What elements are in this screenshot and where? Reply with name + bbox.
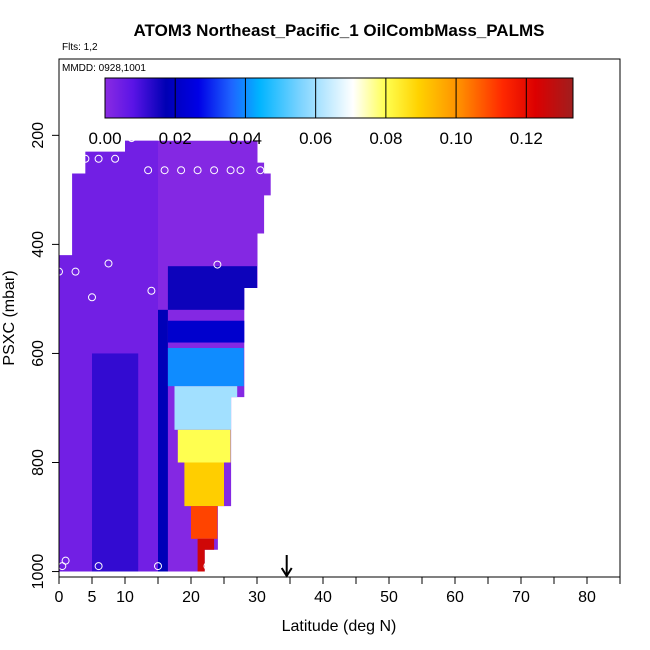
sample-point [203,562,212,571]
colorbar-tick-label: 0.08 [369,129,402,148]
colorbar-tick-label: 0.00 [88,129,121,148]
plot-frame [58,58,621,578]
sample-point [127,134,136,143]
sample-point [71,267,80,276]
colorbar-tick-label: 0.02 [159,129,192,148]
sample-point [177,166,186,175]
sample-point [256,166,265,175]
x-tick-label: 40 [314,589,332,606]
curtain-heatmap [59,140,271,572]
curtain-cell [167,347,244,387]
sample-point [193,166,202,175]
colorbar-tick-labels: 0.00 0.02 0.04 0.06 0.08 0.10 0.12 [88,129,542,148]
colorbar: 0.00 0.02 0.04 0.06 0.08 0.10 0.12 [88,77,574,148]
sample-point [229,125,238,134]
sample-point [226,166,235,175]
chart-title: ATOM3 Northeast_Pacific_1 OilCombMass_PA… [134,21,545,40]
sample-point [249,131,258,140]
curtain-cell [177,429,231,463]
colorbar-tick-label: 0.06 [299,129,332,148]
y-tick-label: 1000 [30,554,47,590]
sample-point [144,166,153,175]
curtain-cell [158,309,168,572]
date-label: MMDD: 0928,1001 [62,63,146,74]
x-tick-label: 60 [446,589,464,606]
x-tick-label: 70 [512,589,530,606]
x-tick-label: 30 [248,589,266,606]
x-tick-label: 20 [182,589,200,606]
y-tick-label: 800 [30,449,47,476]
sample-point [236,166,245,175]
curtain-cell [184,462,224,507]
location-arrow [280,555,293,578]
y-tick-label: 200 [30,122,47,149]
colorbar-tick-label: 0.04 [229,129,262,148]
x-tick-label: 5 [88,589,97,606]
sample-point [147,286,156,295]
sample-point [61,556,70,565]
sample-point [180,131,189,140]
y-tick-label: 600 [30,340,47,367]
sample-point [94,154,103,163]
curtain-cell [197,538,215,572]
sample-points [55,125,265,571]
y-axis-label: PSXC (mbar) [1,270,18,365]
curtain-cell [167,320,251,343]
x-tick-label: 10 [116,589,134,606]
sample-point [210,166,219,175]
y-tick-label: 400 [30,231,47,258]
x-axis: 0 5 10 20 30 40 50 60 70 80 [55,577,621,606]
sample-point [81,154,90,163]
x-axis-label: Latitude (deg N) [282,618,397,635]
y-axis: 200 400 600 800 1000 [30,122,59,589]
colorbar-gradient [104,77,574,119]
arrow-head [280,567,293,578]
sample-point [154,562,162,571]
sample-point [111,154,120,163]
colorbar-dividers [174,78,527,118]
x-tick-label: 0 [55,589,64,606]
sample-point [213,260,222,269]
sample-point [104,259,113,268]
sample-point [94,562,103,571]
colorbar-tick-label: 0.10 [440,129,473,148]
x-tick-label: 50 [380,589,398,606]
curtain-cell [92,353,139,572]
sample-point [71,141,80,150]
x-tick-label: 80 [578,589,596,606]
curtain-cell [191,506,218,539]
sample-point [160,166,169,175]
flights-label: Flts: 1,2 [62,42,98,53]
sample-point [88,293,96,302]
curtain-cell [174,386,238,430]
colorbar-tick-label: 0.12 [510,129,543,148]
curtain-cell [167,266,257,310]
